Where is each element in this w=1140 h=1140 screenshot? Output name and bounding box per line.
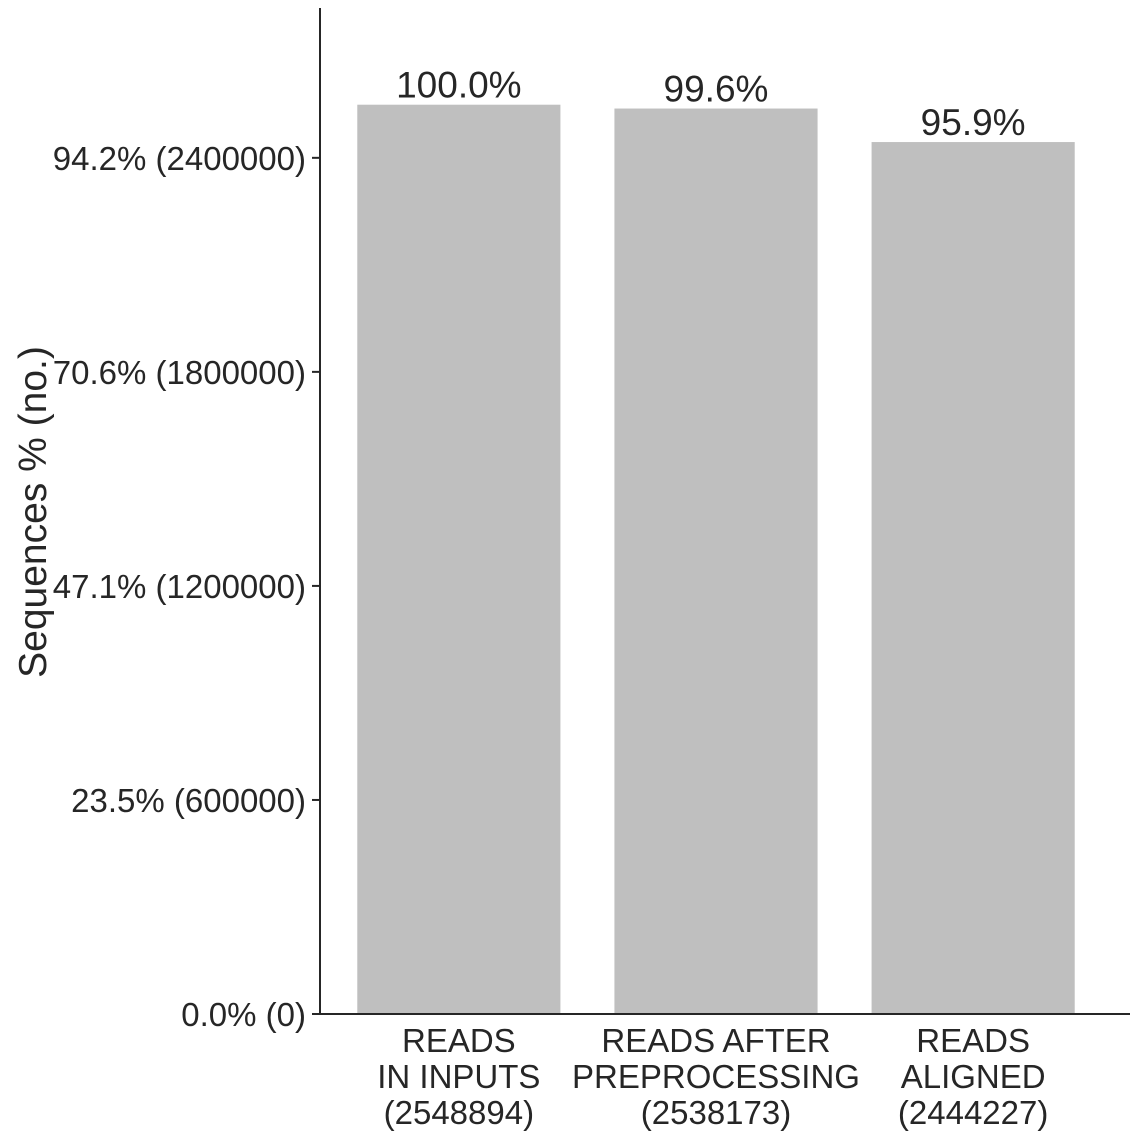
bar xyxy=(614,108,818,1015)
y-tick-label: 70.6% (1800000) xyxy=(53,354,306,391)
y-tick-label: 47.1% (1200000) xyxy=(53,568,306,605)
x-tick-label: (2548894) xyxy=(384,1094,534,1131)
bar xyxy=(357,104,561,1015)
x-tick-label: (2444227) xyxy=(898,1094,1048,1131)
y-tick-label: 0.0% (0) xyxy=(181,996,306,1033)
y-tick-label: 23.5% (600000) xyxy=(71,782,306,819)
bar-value-label: 100.0% xyxy=(396,65,522,106)
y-tick-label: 94.2% (2400000) xyxy=(53,140,306,177)
y-axis-title: Sequences % (no.) xyxy=(12,346,55,678)
bars-group xyxy=(357,104,1075,1015)
bar-value-label: 95.9% xyxy=(921,102,1026,143)
x-tick-label: ALIGNED xyxy=(901,1058,1046,1095)
bar-labels-group: 100.0% 99.6% 95.9% xyxy=(396,65,1025,143)
x-tick-label: READS AFTER xyxy=(601,1022,830,1059)
y-axis: 0.0% (0) 23.5% (600000) 47.1% (1200000) 70.… xyxy=(53,8,321,1033)
bar xyxy=(871,142,1075,1014)
x-tick-label: PREPROCESSING xyxy=(572,1058,860,1095)
x-tick-label: IN INPUTS xyxy=(377,1058,540,1095)
x-tick-label: (2538173) xyxy=(641,1094,791,1131)
x-tick-label: READS xyxy=(402,1022,516,1059)
bar-value-label: 99.6% xyxy=(664,69,769,110)
x-tick-label: READS xyxy=(916,1022,1030,1059)
